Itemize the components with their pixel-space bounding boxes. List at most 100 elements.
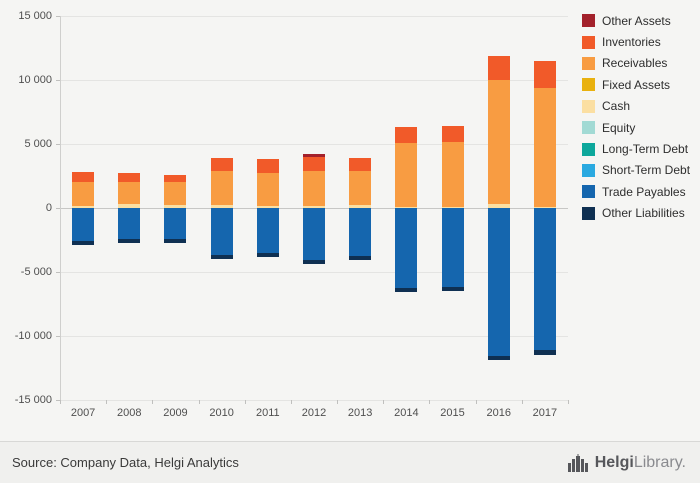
logo-text-helgi: Helgi bbox=[594, 453, 634, 471]
x-axis-label: 2011 bbox=[255, 407, 280, 419]
bar-segment-receivables bbox=[164, 182, 187, 205]
x-axis-label: 2010 bbox=[209, 407, 234, 419]
gridline bbox=[60, 272, 568, 273]
x-axis-label: 2012 bbox=[301, 407, 327, 419]
y-axis-tick bbox=[56, 336, 60, 337]
bar-segment-other-liabilities bbox=[210, 254, 233, 259]
legend-item-short-term-debt[interactable]: Short-Term Debt bbox=[582, 160, 690, 181]
legend-item-cash[interactable]: Cash bbox=[582, 96, 690, 117]
bar-segment-other-liabilities bbox=[349, 256, 372, 260]
bar-segment-cash bbox=[72, 206, 95, 208]
legend-label: Cash bbox=[602, 99, 631, 114]
source-text: Source: Company Data, Helgi Analytics bbox=[12, 455, 239, 470]
y-axis-tick bbox=[56, 208, 60, 209]
bar-segment-other-liabilities bbox=[72, 240, 95, 246]
bar-segment-trade-payables bbox=[118, 208, 141, 239]
bar-segment-other-assets bbox=[303, 154, 325, 157]
legend-label: Fixed Assets bbox=[602, 77, 671, 92]
bar-segment-trade-payables bbox=[164, 208, 187, 240]
x-axis-label: 2017 bbox=[532, 407, 558, 419]
chart-legend: Other Assets Inventories Receivables Fixed … bbox=[582, 10, 690, 224]
bar-segment-inventories bbox=[210, 158, 233, 171]
y-axis-tick bbox=[56, 400, 60, 401]
y-axis-tick bbox=[56, 144, 60, 145]
bar-segment-cash bbox=[441, 206, 464, 208]
gridline bbox=[60, 400, 568, 401]
bar-segment-inventories bbox=[441, 126, 464, 143]
legend-item-other-assets[interactable]: Other Assets bbox=[582, 10, 690, 31]
logo-text-library: Library. bbox=[633, 453, 686, 471]
bar-segment-inventories bbox=[533, 60, 556, 89]
legend-label: Equity bbox=[602, 120, 636, 135]
castle-logo-icon bbox=[567, 453, 588, 472]
x-axis-tick bbox=[429, 400, 431, 404]
legend-swatch bbox=[582, 14, 595, 28]
bar-segment-receivables bbox=[256, 172, 279, 207]
legend-item-fixed-assets[interactable]: Fixed Assets bbox=[582, 74, 690, 95]
bar-segment-inventories bbox=[256, 159, 279, 173]
y-axis-tick bbox=[56, 80, 60, 81]
legend-swatch bbox=[582, 142, 595, 156]
gridline bbox=[60, 336, 568, 337]
x-axis-tick bbox=[568, 400, 569, 404]
x-axis-tick bbox=[521, 400, 523, 404]
legend-swatch bbox=[582, 121, 595, 135]
x-axis-tick bbox=[152, 400, 154, 404]
bar-segment-receivables bbox=[533, 88, 556, 207]
legend-item-trade-payables[interactable]: Trade Payables bbox=[582, 181, 690, 202]
bar-segment-inventories bbox=[164, 174, 187, 183]
legend-label: Receivables bbox=[602, 56, 668, 71]
gridline bbox=[60, 144, 568, 145]
legend-item-receivables[interactable]: Receivables bbox=[582, 53, 690, 74]
bar-segment-other-liabilities bbox=[487, 355, 510, 361]
bar-segment-cash bbox=[164, 204, 187, 208]
bar-segment-trade-payables bbox=[210, 208, 233, 255]
footer-bar: Source: Company Data, Helgi Analytics He… bbox=[0, 441, 700, 483]
bar-segment-cash bbox=[349, 205, 372, 208]
legend-swatch bbox=[582, 206, 595, 220]
y-axis-label: 5 000 bbox=[24, 138, 52, 150]
x-axis-label: 2009 bbox=[163, 407, 188, 419]
legend-item-equity[interactable]: Equity bbox=[582, 117, 690, 138]
bar-segment-cash bbox=[118, 203, 141, 208]
bar-segment-trade-payables bbox=[303, 208, 325, 260]
bar-segment-cash bbox=[256, 206, 279, 208]
legend-swatch bbox=[582, 35, 595, 49]
bar-segment-other-liabilities bbox=[256, 253, 279, 258]
legend-swatch bbox=[582, 185, 595, 199]
bar-segment-inventories bbox=[303, 156, 325, 171]
helgi-library-logo[interactable]: HelgiLibrary. bbox=[567, 453, 686, 472]
bar-segment-trade-payables bbox=[256, 208, 279, 254]
bar-segment-other-liabilities bbox=[441, 286, 464, 291]
logo-text: HelgiLibrary. bbox=[594, 453, 686, 471]
bar-segment-trade-payables bbox=[72, 208, 95, 241]
bar-segment-cash bbox=[533, 206, 556, 208]
gridline bbox=[60, 16, 568, 17]
bar-segment-receivables bbox=[349, 170, 372, 206]
y-axis-label: -10 000 bbox=[14, 330, 52, 342]
bar-segment-other-liabilities bbox=[303, 259, 325, 264]
bar-segment-other-liabilities bbox=[164, 239, 187, 244]
legend-label: Other Liabilities bbox=[602, 206, 685, 221]
bar-segment-receivables bbox=[441, 142, 464, 207]
bar-segment-cash bbox=[303, 206, 325, 208]
legend-item-other-liabilities[interactable]: Other Liabilities bbox=[582, 203, 690, 224]
x-axis-label: 2015 bbox=[440, 407, 465, 419]
y-axis-label: 0 bbox=[45, 202, 52, 214]
bar-segment-other-liabilities bbox=[395, 288, 418, 292]
bar-segment-trade-payables bbox=[441, 208, 464, 287]
x-axis-tick bbox=[244, 400, 246, 404]
bar-segment-cash bbox=[487, 203, 510, 208]
bar-segment-inventories bbox=[395, 127, 418, 144]
y-axis-label: 10 000 bbox=[18, 74, 52, 86]
bar-segment-receivables bbox=[395, 143, 418, 207]
y-axis-tick bbox=[56, 272, 60, 273]
y-axis-line bbox=[60, 16, 61, 400]
bar-segment-trade-payables bbox=[487, 208, 510, 356]
x-axis-label: 2014 bbox=[394, 407, 419, 419]
bar-segment-inventories bbox=[118, 173, 141, 183]
legend-item-inventories[interactable]: Inventories bbox=[582, 31, 690, 52]
bar-segment-cash bbox=[395, 206, 418, 208]
legend-label: Inventories bbox=[602, 35, 661, 50]
legend-item-long-term-debt[interactable]: Long-Term Debt bbox=[582, 138, 690, 159]
